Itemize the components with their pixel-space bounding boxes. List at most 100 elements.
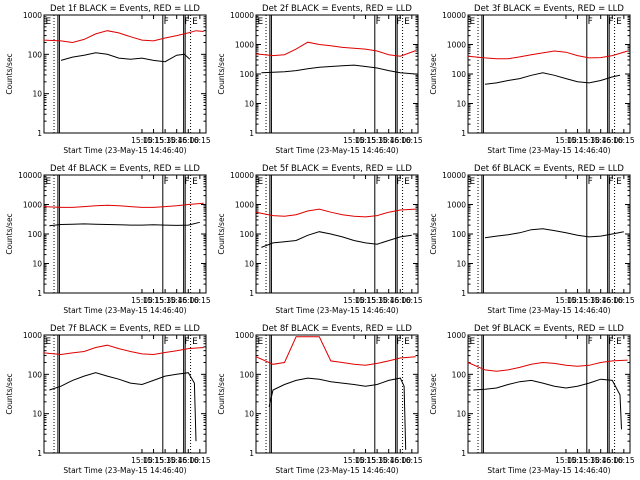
y-tick-label: 10000 (442, 11, 466, 20)
event-marker-label: E (616, 17, 622, 27)
chart-panel: 1 10 100 1000 10000 15:0015:1515:3015:4516:00… (217, 164, 423, 315)
y-tick-label: 10 (456, 260, 466, 269)
x-axis-label: Start Time (23-May-15 14:46:40) (487, 306, 610, 315)
y-tick-label: 100 (28, 230, 43, 239)
x-tick-label: 15:00 (131, 296, 153, 305)
x-tick-label: 16:15 (401, 136, 423, 145)
event-marker-label: F (396, 17, 401, 27)
chart-title: Det 8f BLACK = Events, RED = LLD (262, 324, 412, 334)
x-tick-label: 16:00 (601, 456, 623, 465)
y-tick-label: 100 (452, 370, 467, 379)
x-tick-label: 15:45 (378, 296, 400, 305)
plot-frame (43, 14, 207, 134)
y-tick-label: 10 (32, 410, 42, 419)
y-tick-label: 10 (244, 260, 254, 269)
x-tick-label: 15:00 (555, 296, 577, 305)
event-marker-label: F (376, 337, 381, 347)
y-tick-label: 100 (452, 230, 467, 239)
y-tick-label: 1000 (23, 201, 42, 210)
x-tick-label: 15:15 (143, 456, 165, 465)
chart-panel: 1 10 100 1000 10000 15:0015:1515:3015:4516:00… (429, 164, 635, 315)
series-line-events (49, 221, 200, 227)
y-axis-label: Counts/sec (5, 373, 14, 414)
event-marker-label: F (608, 337, 613, 347)
x-tick-label: 16:00 (177, 136, 199, 145)
event-marker-label: E (192, 337, 198, 347)
x-tick-label: 16:00 (177, 456, 199, 465)
x-tick-label: 15:00 (555, 136, 577, 145)
event-marker-label: E (616, 337, 622, 347)
event-marker-label: E (470, 337, 476, 347)
chart-panel: 1 10 100 1000 15:0015:1515:3015:4516:0016:15… (429, 324, 635, 475)
plot-frame (255, 174, 419, 294)
x-tick-label: 15:30 (366, 456, 388, 465)
x-tick-label: 15:45 (166, 136, 188, 145)
chart-panel: 1 10 100 1000 15:0015:1515:3015:4516:0016:15… (217, 324, 423, 475)
series-line-lld (255, 336, 416, 366)
event-marker-label: F (588, 17, 593, 27)
y-axis-label: Counts/sec (429, 213, 438, 254)
x-tick-label: 16:15 (189, 296, 211, 305)
y-tick-label: 1000 (447, 201, 466, 210)
y-tick-label: 1000 (447, 331, 466, 340)
y-tick-label: 100 (28, 370, 43, 379)
y-tick-label: 10 (456, 100, 466, 109)
event-marker-label: E (404, 17, 410, 27)
event-marker-label: F (164, 177, 169, 187)
event-marker-label: E (192, 17, 198, 27)
event-marker-label: E (258, 17, 264, 27)
y-tick-label: 1000 (235, 201, 254, 210)
series-line-lld (467, 359, 628, 372)
event-marker-label: E (258, 177, 264, 187)
x-tick-label: 15:15 (355, 136, 377, 145)
event-marker-label: E (404, 337, 410, 347)
series-line-events (261, 231, 412, 248)
chart-title: Det 9f BLACK = Events, RED = LLD (474, 324, 624, 334)
chart-panel: 1 10 100 1000 10000 15:0015:1515:3015:4516:00… (5, 164, 211, 315)
x-tick-label: 15:15 (355, 456, 377, 465)
x-tick-label: 15:30 (154, 296, 176, 305)
y-tick-label: 1000 (23, 11, 42, 20)
event-marker-label: F (608, 177, 613, 187)
event-marker-label: F (184, 337, 189, 347)
event-marker-label: E (192, 177, 198, 187)
y-axis-label: Counts/sec (217, 373, 226, 414)
x-tick-label: 15:45 (378, 456, 400, 465)
y-tick-label: 10 (244, 410, 254, 419)
y-tick-label: 1 (37, 449, 42, 458)
series-line-events (484, 72, 621, 85)
x-axis-label: Start Time (23-May-15 14:46:40) (487, 146, 610, 155)
x-tick-label: 15:30 (578, 136, 600, 145)
x-tick-label: 15:15 (143, 296, 165, 305)
x-tick-label: 16:00 (177, 296, 199, 305)
x-tick-label: 16:00 (389, 136, 411, 145)
x-tick-label: 15:45 (378, 136, 400, 145)
y-tick-label: 1 (461, 129, 466, 138)
series-line-events (484, 228, 624, 239)
x-axis-label: Start Time (23-May-15 14:46:40) (63, 146, 186, 155)
chart-title: Det 5f BLACK = Events, RED = LLD (262, 164, 412, 174)
x-tick-label: 16:15 (189, 136, 211, 145)
x-tick-label: 15:30 (578, 456, 600, 465)
series-line-lld (255, 208, 416, 218)
x-tick-label: 16:15 (401, 296, 423, 305)
x-tick-label: 15:30 (154, 136, 176, 145)
x-tick-label: 16:00 (601, 136, 623, 145)
chart-title: Det 6f BLACK = Events, RED = LLD (474, 164, 624, 174)
x-tick-label: 16:15 (401, 456, 423, 465)
series-line-lld (255, 41, 416, 57)
y-axis-label: Counts/sec (217, 53, 226, 94)
x-axis-label: Start Time (23-May-15 14:46:40) (63, 306, 186, 315)
series-line-events (473, 378, 622, 430)
event-marker-label: F (184, 17, 189, 27)
x-tick-label: 16:00 (601, 296, 623, 305)
x-tick-label: 15:15 (567, 456, 589, 465)
event-marker-label: F (184, 177, 189, 187)
y-tick-label: 10 (244, 100, 254, 109)
y-tick-label: 10 (32, 90, 42, 99)
y-axis-label: Counts/sec (429, 53, 438, 94)
x-tick-label: 15:00 (343, 456, 365, 465)
event-marker-label: E (616, 177, 622, 187)
event-marker-label: E (258, 337, 264, 347)
y-tick-label: 1 (249, 129, 254, 138)
